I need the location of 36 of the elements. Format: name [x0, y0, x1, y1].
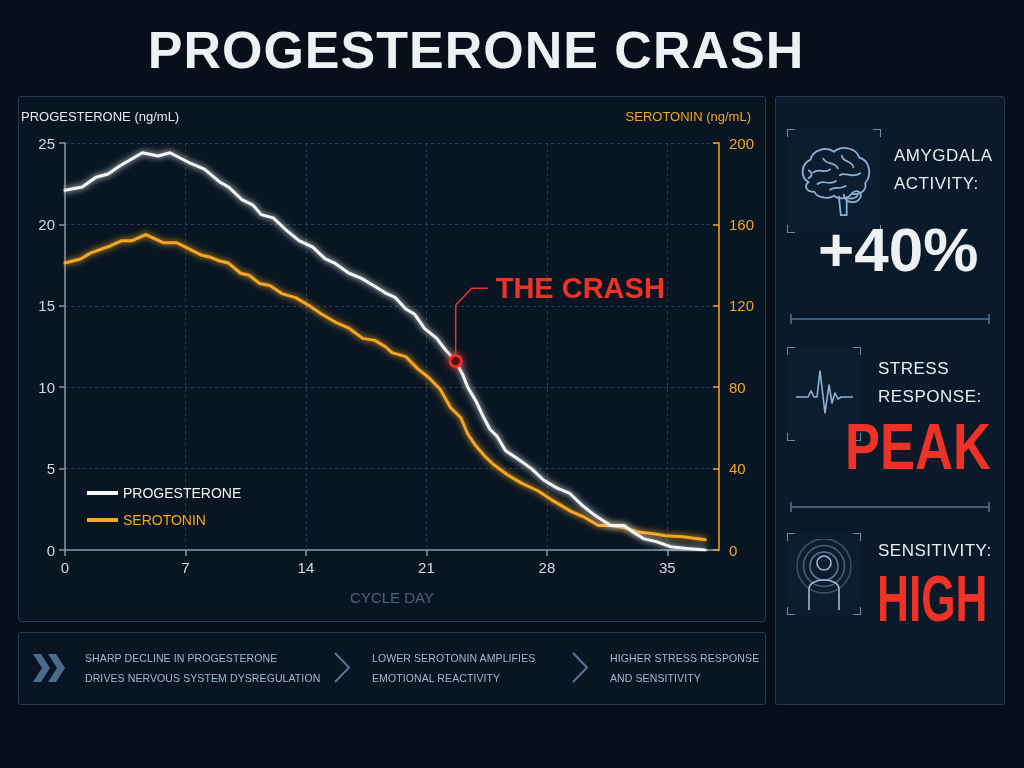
chart-title: PROGESTERONE CRASH	[146, 20, 806, 80]
line-series	[63, 151, 707, 552]
y-tick-label: 10	[38, 378, 55, 396]
y2-axis-title: SEROTONIN (ng/mL)	[625, 109, 751, 124]
text: SENSITIVITY:	[878, 541, 992, 560]
y-tick-label: 20	[38, 215, 55, 233]
y2-tick-label: 200	[729, 134, 755, 152]
x-tick-label: 14	[297, 559, 315, 576]
x-tick-label: 35	[659, 559, 676, 576]
text: HIGHER STRESS RESPONSE AND SENSITIVITY	[610, 651, 760, 686]
y2-tick-label: 40	[729, 460, 746, 478]
y2-tick-label: 160	[729, 215, 755, 233]
text: SHARP DECLINE IN PROGESTERONE DRIVES NERVOUS SYSTEM DYSREGULATION	[85, 651, 321, 686]
text: HIGH	[877, 563, 988, 635]
x-tick-label: 0	[60, 559, 70, 576]
x-tick-label: 7	[181, 559, 190, 576]
y-tick-label: 0	[46, 541, 55, 559]
y2-tick-label: 80	[729, 378, 746, 396]
legend-label: PROGESTERONE	[123, 485, 242, 501]
text: +40%	[818, 215, 979, 285]
x-tick-label: 21	[418, 559, 435, 576]
x-tick-label: 28	[538, 559, 556, 576]
text: LOWER SEROTONIN AMPLIFIES EMOTIONAL REACTIVITY	[372, 651, 536, 686]
y-axis-title: PROGESTERONE (ng/mL)	[21, 109, 180, 124]
x-axis-title: CYCLE DAY	[350, 589, 434, 606]
text: PEAK	[845, 411, 991, 483]
y-tick-label: 5	[46, 460, 55, 478]
y2-tick-label: 0	[729, 541, 738, 559]
legend-label: SEROTONIN	[123, 512, 206, 528]
y-tick-label: 15	[38, 297, 55, 315]
annotation: THE CRASH	[495, 272, 665, 305]
line-series	[63, 233, 707, 542]
text: AMYGDALA ACTIVITY:	[894, 145, 993, 195]
y2-tick-label: 120	[729, 297, 755, 315]
y-tick-label: 25	[38, 134, 55, 152]
text: STRESS RESPONSE:	[878, 358, 982, 408]
